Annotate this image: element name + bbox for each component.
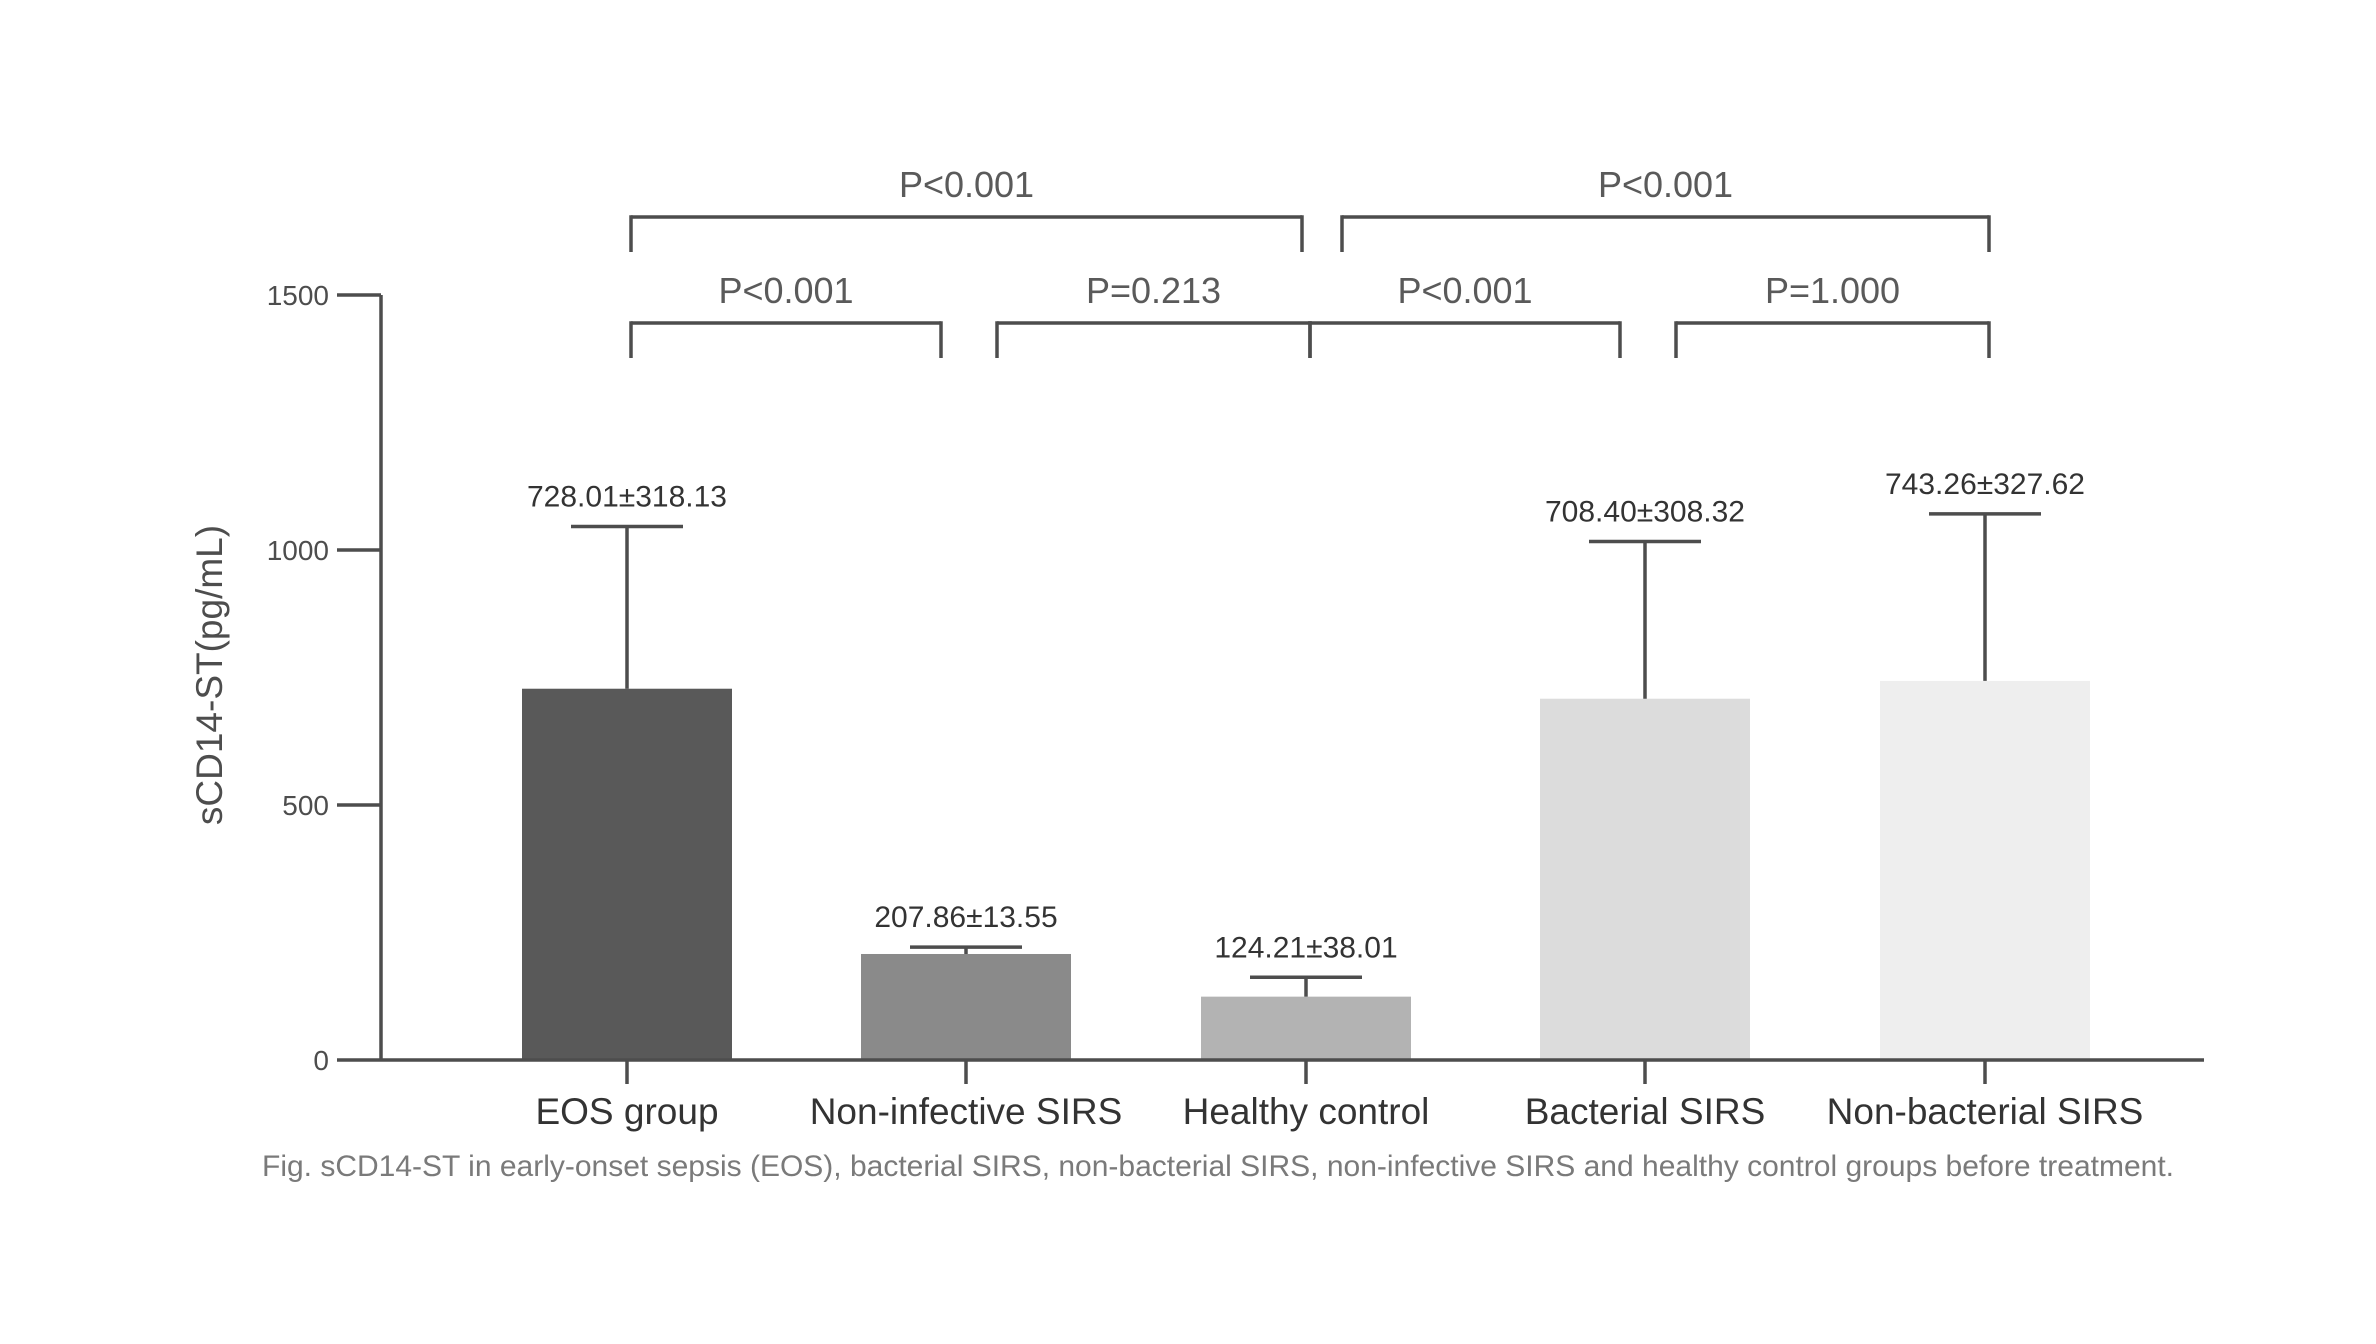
x-tick-label: Bacterial SIRS: [1525, 1091, 1766, 1132]
y-tick-label: 0: [313, 1045, 329, 1076]
p-value-label: P<0.001: [1598, 164, 1733, 205]
x-tick-label: Healthy control: [1183, 1091, 1430, 1132]
y-tick-label: 1500: [267, 280, 329, 311]
data-label: 743.26±327.62: [1885, 468, 2085, 501]
data-label: 728.01±318.13: [527, 480, 727, 513]
p-value-label: P<0.001: [899, 164, 1034, 205]
y-axis-title: sCD14-ST(pg/mL): [189, 525, 230, 825]
x-tick-label: Non-infective SIRS: [810, 1091, 1123, 1132]
bar: [1880, 680, 2090, 1060]
bar: [1540, 698, 1750, 1060]
figure-caption: Fig. sCD14-ST in early-onset sepsis (EOS…: [262, 1150, 2174, 1183]
p-value-label: P<0.001: [1397, 270, 1532, 311]
y-tick-label: 1000: [267, 535, 329, 566]
p-value-label: P=1.000: [1765, 270, 1900, 311]
bar: [522, 688, 732, 1060]
x-tick-label: EOS group: [535, 1091, 718, 1132]
bar: [861, 953, 1071, 1060]
y-tick-label: 500: [282, 790, 329, 821]
data-label: 207.86±13.55: [874, 901, 1057, 934]
p-value-label: P<0.001: [718, 270, 853, 311]
data-label: 708.40±308.32: [1545, 495, 1745, 528]
p-value-label: P=0.213: [1086, 270, 1221, 311]
data-label: 124.21±38.01: [1214, 931, 1397, 964]
bar: [1201, 996, 1411, 1060]
x-tick-label: Non-bacterial SIRS: [1827, 1091, 2144, 1132]
